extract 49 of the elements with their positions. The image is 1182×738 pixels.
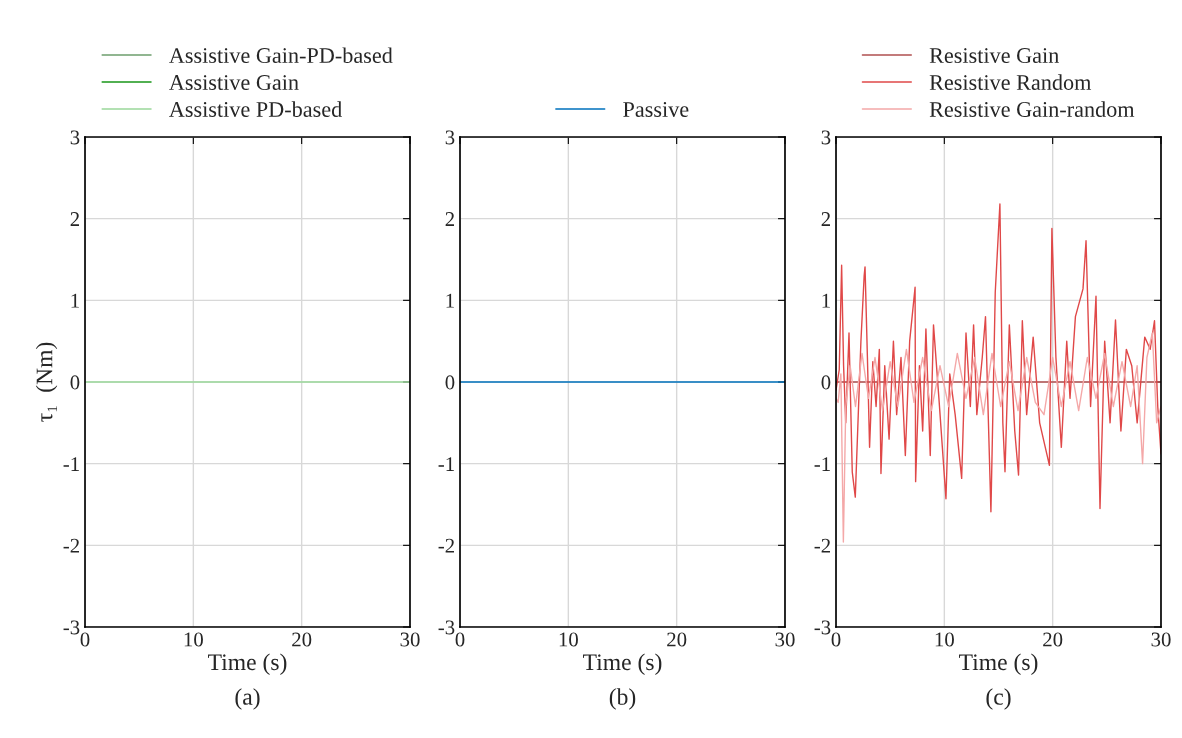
x-tick-label: 10 bbox=[184, 632, 203, 647]
x-tick-label: 0 bbox=[80, 632, 90, 647]
legend-label: Assistive Gain-PD-based bbox=[169, 47, 393, 64]
y-tick-label: 3 bbox=[445, 130, 455, 145]
x-tick-label: 20 bbox=[1043, 632, 1063, 647]
x-tick-label: 30 bbox=[775, 632, 795, 647]
text: (a) bbox=[235, 688, 260, 710]
x-tick-label: 20 bbox=[667, 632, 687, 647]
x-tick-label: 30 bbox=[1151, 632, 1171, 647]
y-tick-label: -2 bbox=[63, 538, 79, 553]
text: (b) bbox=[609, 688, 636, 710]
y-tick-label: 3 bbox=[821, 130, 831, 145]
y-tick-label: -3 bbox=[63, 620, 80, 635]
text: (c) bbox=[986, 688, 1011, 710]
x-tick-label: 10 bbox=[559, 632, 578, 647]
y-axis-title: τ₁ (Nm) bbox=[35, 342, 58, 422]
x-tick-label: 0 bbox=[831, 632, 841, 647]
x-tick-label: 20 bbox=[292, 632, 312, 647]
y-tick-label: -1 bbox=[63, 457, 79, 471]
y-tick-label: 1 bbox=[71, 293, 79, 308]
x-tick-label: 30 bbox=[400, 632, 420, 647]
y-tick-label: -3 bbox=[438, 620, 455, 635]
y-tick-label: 2 bbox=[70, 212, 79, 226]
x-axis-title: Time (s) bbox=[583, 653, 662, 675]
legend-label: Resistive Random bbox=[929, 74, 1092, 90]
line-series bbox=[836, 332, 1161, 543]
y-tick-label: 0 bbox=[70, 375, 80, 390]
x-axis-title: Time (s) bbox=[208, 653, 287, 675]
y-tick-label: -1 bbox=[814, 457, 830, 471]
legend-label: Assistive Gain bbox=[169, 75, 299, 90]
x-tick-label: 0 bbox=[455, 632, 465, 647]
y-tick-label: 2 bbox=[821, 212, 830, 226]
y-tick-label: 2 bbox=[445, 212, 454, 226]
y-tick-label: -3 bbox=[814, 620, 831, 635]
legend-label: Resistive Gain-random bbox=[929, 101, 1135, 117]
x-tick-label: 10 bbox=[935, 632, 954, 647]
legend-label: Assistive PD-based bbox=[169, 101, 342, 117]
y-tick-label: 3 bbox=[70, 130, 80, 145]
y-tick-label: -2 bbox=[438, 538, 454, 553]
y-tick-label: 1 bbox=[446, 293, 454, 308]
legend-label: Passive bbox=[623, 102, 689, 117]
y-tick-label: 1 bbox=[822, 293, 830, 308]
line-series bbox=[836, 203, 1161, 513]
x-axis-title: Time (s) bbox=[959, 653, 1038, 675]
y-tick-label: -1 bbox=[438, 457, 454, 471]
y-tick-label: 0 bbox=[821, 375, 831, 390]
y-tick-label: -2 bbox=[814, 538, 830, 553]
y-tick-label: 0 bbox=[445, 375, 455, 390]
legend-label: Resistive Gain bbox=[929, 48, 1059, 64]
